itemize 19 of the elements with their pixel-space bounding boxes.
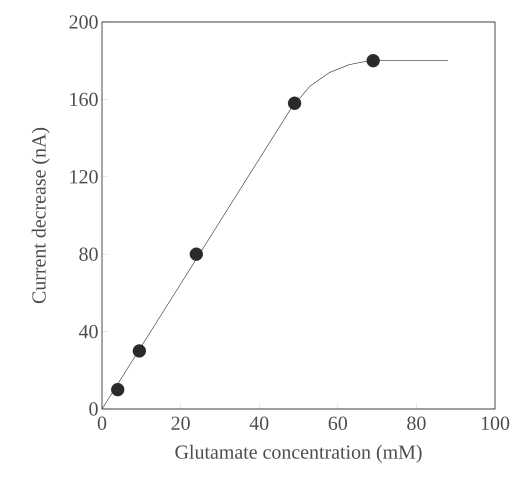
point (288, 96, 302, 110)
point (111, 382, 124, 396)
point (132, 344, 146, 358)
point (366, 54, 380, 68)
x-tick-label: 100 (482, 416, 510, 430)
x-tick-label: 60 (328, 416, 348, 430)
x-tick-label: 20 (172, 416, 190, 430)
x-axis-title: Glutamate concentration (mM) (175, 444, 422, 463)
y-tick-label: 40 (78, 324, 98, 338)
point (190, 248, 204, 261)
x-tick-label: 80 (407, 416, 426, 430)
x-tick-label: 40 (250, 416, 268, 430)
y-tick-label: 0 (89, 402, 98, 416)
y-axis-title: Current decrease (nA) (32, 128, 50, 304)
y-tick-label: 160 (70, 92, 98, 106)
x-tick-label: 0 (98, 416, 106, 430)
y-tick-label: 200 (69, 15, 98, 29)
y-tick-label: 80 (79, 247, 98, 261)
y-tick-label: 120 (70, 170, 98, 184)
